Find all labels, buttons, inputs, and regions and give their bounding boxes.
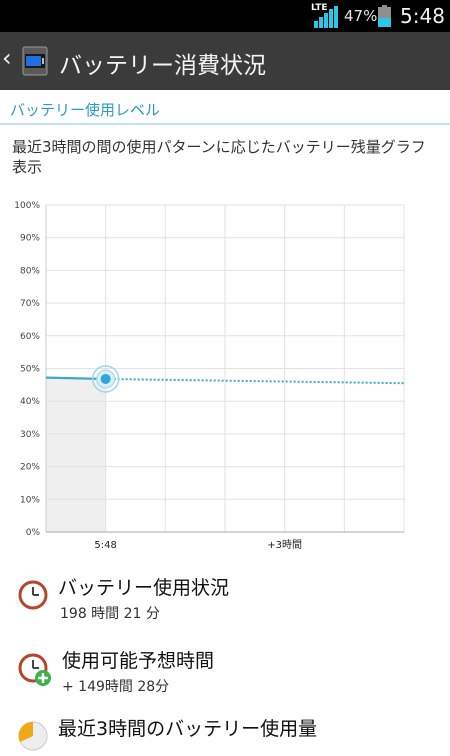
y-tick-label: 70% [20, 299, 40, 309]
clock-plus-icon [17, 652, 53, 692]
y-tick-label: 10% [20, 495, 40, 505]
network-type: LTE [311, 3, 328, 13]
pie-chart-icon [17, 720, 49, 756]
item-subtitle: 198 時間 21 分 [60, 606, 160, 622]
action-bar: ‹ バッテリー消費状況 [0, 32, 450, 90]
history-area [46, 378, 106, 532]
y-tick-label: 80% [20, 266, 40, 276]
y-tick-label: 20% [20, 463, 40, 473]
battery-app-icon[interactable] [20, 45, 50, 77]
y-tick-label: 30% [20, 430, 40, 440]
y-tick-label: 40% [20, 397, 40, 407]
chevron-left-icon[interactable]: ‹ [2, 44, 12, 72]
y-tick-label: 90% [20, 234, 40, 244]
current-point-ring [91, 365, 120, 393]
battery-level-chart: 0% 10% 20% 30% 40% 50% 60% 70% 80% 90% 100% 5:48 +3時… [0, 195, 450, 555]
y-tick-label: 60% [20, 332, 40, 342]
y-tick-label: 0% [26, 528, 41, 538]
item-title: 最近3時間のバッテリー使用量 [58, 718, 318, 740]
clock-time: 5:48 [400, 4, 445, 28]
y-tick-label: 50% [20, 365, 40, 375]
estimated-time-item[interactable]: 使用可能予想時間 + 149時間 28分 [0, 638, 450, 700]
forecast-line [105, 377, 405, 385]
x-tick-label: +3時間 [267, 539, 302, 551]
recent-usage-item[interactable]: 最近3時間のバッテリー使用量 [0, 708, 450, 751]
status-bar: LTE 47% 5:48 [0, 0, 450, 32]
item-subtitle: + 149時間 28分 [62, 679, 170, 695]
x-tick-label: 5:48 [94, 540, 116, 551]
section-title: バッテリー使用レベル [10, 101, 161, 119]
chart-svg: 0% 10% 20% 30% 40% 50% 60% 70% 80% 90% 100% 5:48 +3時… [14, 201, 405, 551]
battery-icon [378, 5, 391, 27]
item-title: 使用可能予想時間 [62, 650, 215, 672]
y-tick-label: 100% [14, 201, 40, 211]
battery-usage-item[interactable]: バッテリー使用状況 198 時間 21 分 [0, 565, 450, 627]
battery-percent: 47% [344, 7, 378, 25]
section-description: 最近3時間の間の使用パターンに応じたバッテリー残量グラフ表示 [12, 138, 426, 176]
page-title: バッテリー消費状況 [59, 53, 266, 79]
history-line [45, 376, 106, 381]
signal-strength-icon [314, 6, 340, 28]
current-point [100, 373, 111, 384]
clock-icon [17, 579, 49, 615]
item-title: バッテリー使用状況 [58, 577, 230, 599]
section-divider [0, 123, 450, 125]
